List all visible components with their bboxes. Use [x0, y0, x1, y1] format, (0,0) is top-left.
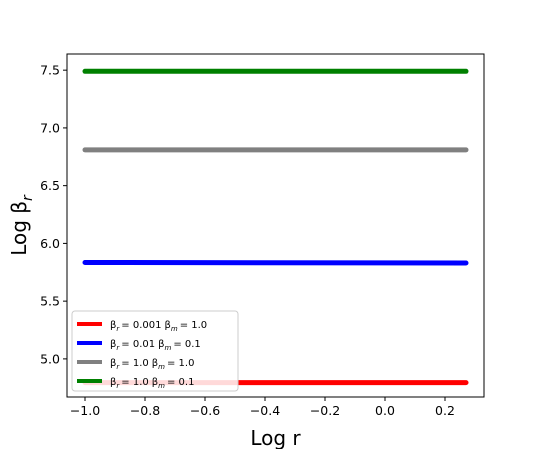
- legend-part-s2: m: [171, 325, 178, 333]
- y-axis: 5.0 5.5 6.0 6.5 7.0 7.5: [40, 63, 67, 366]
- series-line-2: [82, 260, 469, 266]
- legend-part-t2: = 0.1: [173, 339, 200, 350]
- legend-part-s2: m: [158, 363, 165, 371]
- y-axis-label: Log βr: [7, 194, 36, 256]
- legend-part-b2: β: [152, 358, 158, 369]
- plot-frame: [66, 53, 485, 398]
- legend-part-s2: m: [165, 344, 172, 352]
- y-tick-label: 5.5: [40, 294, 60, 309]
- legend-part-b1: β: [110, 377, 116, 388]
- y-tick-label: 7.0: [40, 120, 60, 135]
- legend-part-b2: β: [158, 339, 164, 350]
- y-tick-label: 7.5: [40, 63, 60, 78]
- legend-part-t1: = 1.0: [121, 377, 148, 388]
- legend-part-b1: β: [110, 320, 116, 331]
- legend-part-t2: = 1.0: [167, 358, 194, 369]
- legend-part-s1: r: [116, 344, 120, 352]
- x-tick-label: −0.2: [310, 403, 340, 418]
- y-axis-label-base: Log β: [7, 201, 31, 256]
- legend-label: βr = 1.0 βm = 0.1: [110, 377, 194, 390]
- legend-label: βr = 0.001 βm = 1.0: [110, 320, 207, 333]
- legend-part-t2: = 0.1: [167, 377, 194, 388]
- legend-part-s1: r: [116, 363, 120, 371]
- legend: βr = 0.001 βm = 1.0βr = 0.01 βm = 0.1βr = 1.0 βm…: [71, 310, 239, 392]
- y-tick-label: 6.0: [40, 236, 60, 251]
- legend-item: βr = 0.001 βm = 1.0: [77, 320, 207, 333]
- legend-part-b1: β: [110, 358, 116, 369]
- y-tick-label: 5.0: [40, 351, 60, 366]
- legend-part-s2: m: [158, 382, 165, 390]
- legend-label: βr = 1.0 βm = 1.0: [110, 358, 194, 371]
- legend-item: βr = 0.01 βm = 0.1: [77, 339, 201, 352]
- legend-part-s1: r: [116, 325, 120, 333]
- legend-label: βr = 0.01 βm = 0.1: [110, 339, 201, 352]
- legend-item: βr = 1.0 βm = 1.0: [77, 358, 194, 371]
- legend-part-t1: = 0.01: [121, 339, 155, 350]
- legend-item: βr = 1.0 βm = 0.1: [77, 377, 194, 390]
- x-tick-label: 0.0: [375, 403, 395, 418]
- x-tick-label: −1.0: [70, 403, 100, 418]
- x-tick-label: −0.6: [190, 403, 220, 418]
- legend-part-t1: = 0.001: [121, 320, 161, 331]
- legend-part-b2: β: [152, 377, 158, 388]
- x-axis: −1.0 −0.8 −0.6 −0.4 −0.2 0.0 0.2: [70, 397, 455, 418]
- x-tick-label: 0.2: [435, 403, 455, 418]
- legend-part-t1: = 1.0: [121, 358, 148, 369]
- y-axis-label-sub: r: [20, 194, 36, 201]
- x-axis-label: Log r: [250, 426, 301, 449]
- legend-part-b1: β: [110, 339, 116, 350]
- series-lines: [82, 68, 469, 386]
- x-tick-label: −0.8: [130, 403, 160, 418]
- legend-part-b2: β: [164, 320, 170, 331]
- legend-part-t2: = 1.0: [180, 320, 207, 331]
- legend-box: [71, 310, 239, 392]
- y-tick-label: 6.5: [40, 178, 60, 193]
- legend-part-s1: r: [116, 382, 120, 390]
- x-tick-label: −0.4: [250, 403, 280, 418]
